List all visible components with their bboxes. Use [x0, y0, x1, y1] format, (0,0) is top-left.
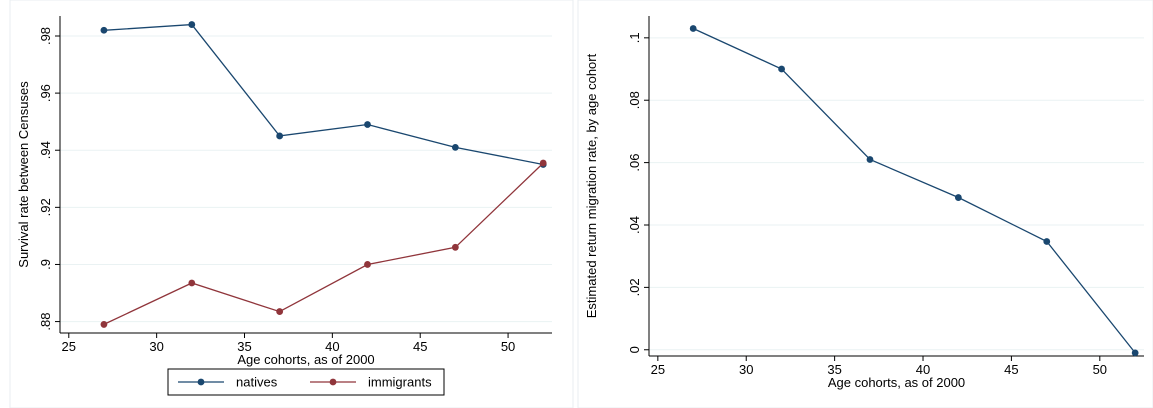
x-tick-label: 50 [501, 339, 515, 354]
x-tick-label: 25 [651, 362, 665, 377]
x-tick-label: 40 [325, 339, 339, 354]
x-tick-label: 45 [1004, 362, 1018, 377]
legend-swatch-marker [197, 378, 205, 386]
y-tick-label: .06 [627, 154, 642, 172]
y-tick-label: .92 [38, 198, 53, 216]
data-point [100, 321, 108, 328]
y-tick-label: 0 [627, 346, 642, 353]
y-tick-label: .04 [627, 216, 642, 234]
y-tick-label: .88 [38, 313, 53, 331]
x-tick-label: 30 [739, 362, 753, 377]
x-tick-label: 45 [413, 339, 427, 354]
y-tick-label: .96 [38, 84, 53, 102]
data-point [188, 279, 196, 287]
data-point [866, 156, 874, 163]
data-point [1043, 238, 1051, 245]
data-point [276, 308, 284, 315]
data-point [364, 121, 371, 128]
y-tick-label: .98 [38, 27, 53, 45]
data-point [451, 243, 459, 251]
chart-panel-2: 0 .02 .04 .06 .08 .1 25 30 35 40 45 50 Age cohorts, … [577, 0, 1153, 408]
series-line-immigrants [103, 162, 544, 325]
y-tick-label: .08 [627, 91, 642, 109]
x-tick-label: 35 [827, 362, 841, 377]
data-point [276, 132, 284, 140]
panel-frame [9, 0, 574, 408]
y-tick-label: .1 [627, 32, 642, 43]
data-point [100, 26, 108, 34]
legend: natives immigrants [167, 368, 445, 396]
y-tick-label: .02 [627, 278, 642, 296]
legend-label: natives [236, 375, 278, 390]
x-tick-label: 30 [149, 339, 163, 354]
x-axis-title: Age cohorts, as of 2000 [828, 375, 965, 390]
x-tick-label: 35 [237, 339, 251, 354]
data-point [689, 25, 697, 32]
y-tick-label: .9 [38, 259, 53, 270]
data-point [364, 261, 371, 268]
y-axis-title: Estimated return migration rate, by age … [584, 53, 599, 318]
series-line-natives [103, 23, 544, 166]
data-point [451, 143, 459, 151]
data-point [539, 159, 547, 167]
y-tick-label: .94 [38, 141, 53, 159]
series-line-series-1 [692, 27, 1136, 354]
legend-swatch-marker [329, 378, 337, 386]
x-axis-title: Age cohorts, as of 2000 [237, 352, 374, 367]
x-tick-label: 40 [916, 362, 930, 377]
y-axis-title: Survival rate between Censuses [16, 81, 31, 268]
data-point [778, 65, 785, 73]
data-point [188, 21, 196, 28]
chart-panel-1: .88 .9 .92 .94 .96 .98 25 30 35 40 45 50 Age cohorts… [9, 0, 574, 408]
x-tick-label: 25 [62, 339, 76, 354]
legend-label: immigrants [368, 375, 432, 390]
panel-frame [577, 0, 1153, 408]
x-tick-label: 50 [1093, 362, 1107, 377]
data-point [954, 194, 962, 201]
data-point [1131, 349, 1139, 357]
